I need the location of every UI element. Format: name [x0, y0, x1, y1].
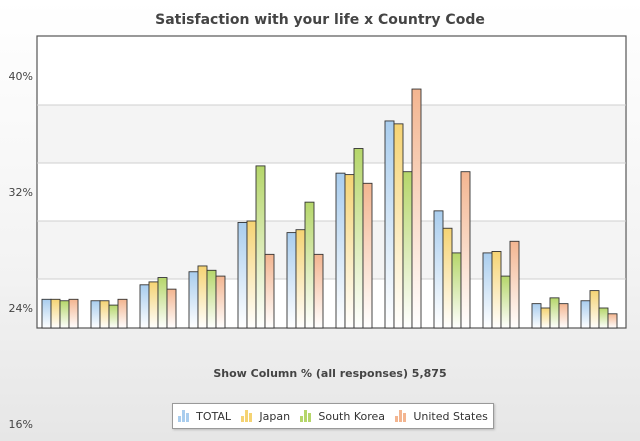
- grid-lines: [37, 104, 626, 280]
- bar-total-2: [90, 300, 101, 329]
- y-tick-label: 32%: [9, 186, 33, 199]
- bar-united-states-1: [68, 298, 79, 329]
- bar-united-states-9: [460, 171, 471, 329]
- bar-south-korea-9: [451, 252, 462, 329]
- bar-total-8: [384, 120, 395, 329]
- plot-band: [38, 221, 625, 279]
- legend-label: Japan: [259, 409, 291, 423]
- bar-total-3: [139, 284, 150, 329]
- bar-united-states-2: [117, 298, 128, 329]
- bar-united-states-12: [607, 313, 618, 329]
- bar-south-korea-7: [353, 148, 364, 329]
- bar-japan-7: [344, 174, 355, 329]
- bar-japan-10: [491, 250, 502, 329]
- bar-japan-5: [246, 220, 257, 329]
- bar-japan-8: [393, 123, 404, 329]
- bar-united-states-3: [166, 288, 177, 329]
- legend: TOTAL Japan South Korea United States: [172, 403, 494, 429]
- bar-japan-12: [589, 290, 600, 329]
- bar-united-states-5: [264, 253, 275, 329]
- bar-south-korea-5: [255, 165, 266, 329]
- plot-bands: [38, 105, 625, 279]
- bar-united-states-4: [215, 275, 226, 329]
- bar-united-states-11: [558, 303, 569, 329]
- bar-total-10: [482, 252, 493, 329]
- legend-label: TOTAL: [196, 409, 232, 423]
- x-axis-caption: Show Column % (all responses) 5,875: [213, 367, 447, 380]
- y-tick-label: 40%: [9, 70, 33, 83]
- bar-japan-6: [295, 229, 306, 329]
- y-tick-label: 24%: [9, 302, 33, 315]
- legend-label: United States: [413, 409, 488, 423]
- bar-united-states-10: [509, 240, 520, 329]
- bar-south-korea-2: [108, 304, 119, 329]
- bar-total-6: [286, 232, 297, 329]
- bar-japan-4: [197, 265, 208, 329]
- bar-south-korea-8: [402, 171, 413, 329]
- bar-japan-9: [442, 227, 453, 329]
- bar-total-11: [531, 303, 542, 329]
- chart-title: Satisfaction with your life x Country Co…: [155, 12, 485, 28]
- bar-united-states-7: [362, 182, 373, 329]
- bar-japan-1: [50, 298, 61, 329]
- bar-south-korea-10: [500, 275, 511, 329]
- y-tick-label: 16%: [9, 418, 33, 431]
- bar-total-7: [335, 172, 346, 329]
- legend-label: South Korea: [318, 409, 386, 423]
- plot-area: [36, 35, 627, 329]
- legend-swatch-icon: [395, 410, 407, 422]
- bar-south-korea-1: [59, 300, 70, 329]
- bar-south-korea-3: [157, 277, 168, 329]
- legend-swatch-icon: [178, 410, 190, 422]
- bar-total-5: [237, 221, 248, 329]
- bar-total-12: [580, 300, 591, 329]
- bar-japan-2: [99, 300, 110, 329]
- bars: [41, 88, 618, 329]
- bar-japan-3: [148, 281, 159, 329]
- legend-swatch-icon: [300, 410, 312, 422]
- bar-south-korea-12: [598, 307, 609, 329]
- legend-item-japan: Japan: [241, 410, 290, 423]
- bar-total-1: [41, 298, 52, 329]
- legend-swatch-icon: [241, 410, 253, 422]
- plot-band: [38, 105, 625, 163]
- bar-total-9: [433, 210, 444, 329]
- bar-total-4: [188, 271, 199, 329]
- bar-south-korea-6: [304, 201, 315, 329]
- bar-south-korea-11: [549, 297, 560, 329]
- legend-item-united-states: United States: [395, 410, 488, 423]
- bar-united-states-8: [411, 88, 422, 329]
- y-tick-labels: 16% 24% 32% 40%: [9, 70, 33, 431]
- bar-south-korea-4: [206, 269, 217, 329]
- bar-japan-11: [540, 307, 551, 329]
- legend-item-total: TOTAL: [178, 410, 231, 423]
- legend-item-south-korea: South Korea: [300, 410, 385, 423]
- bar-united-states-6: [313, 253, 324, 329]
